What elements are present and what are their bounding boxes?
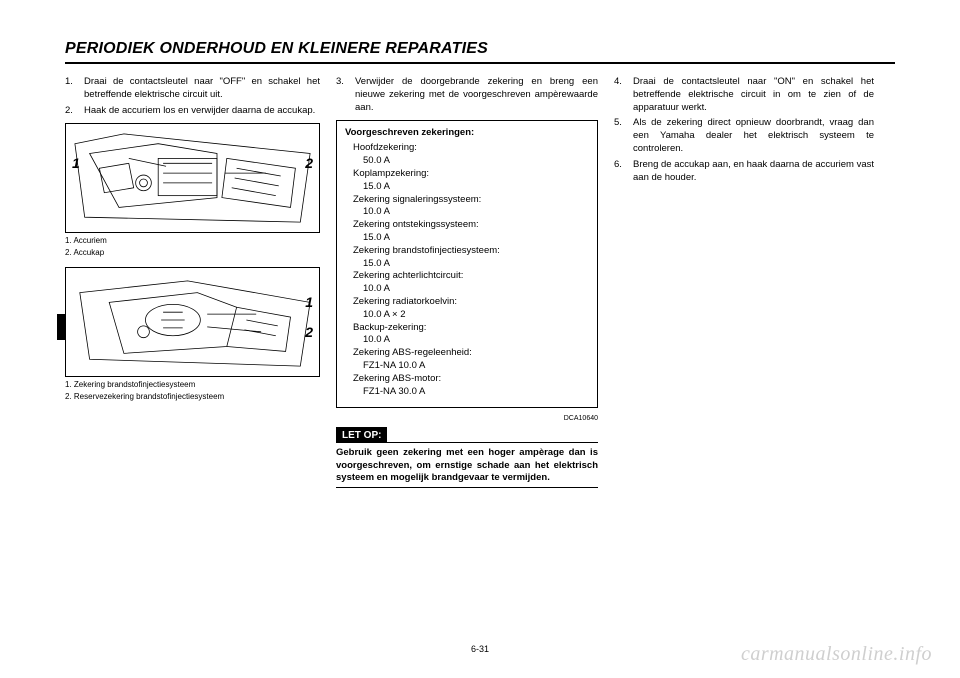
step-text: Breng de accukap aan, en haak daarna de … <box>633 159 874 185</box>
page: PERIODIEK ONDERHOUD EN KLEINERE REPARATI… <box>0 0 960 678</box>
page-header: PERIODIEK ONDERHOUD EN KLEINERE REPARATI… <box>65 40 895 64</box>
column-2: 3. Verwijder de doorgebrande zekering en… <box>336 76 598 488</box>
spec-key: Zekering radiatorkoelvin: <box>353 296 589 309</box>
step-number: 5. <box>614 117 627 155</box>
warning-tag: LET OP: <box>336 427 387 444</box>
spec-key: Zekering brandstofinjectiesysteem: <box>353 245 589 258</box>
spec-value: 15.0 A <box>363 232 589 245</box>
warning-end-rule <box>336 487 598 488</box>
step-text: Haak de accuriem los en verwijder daarna… <box>84 105 320 118</box>
page-title: PERIODIEK ONDERHOUD EN KLEINERE REPARATI… <box>65 40 895 58</box>
step-item: 6. Breng de accukap aan, en haak daarna … <box>614 159 874 185</box>
step-text: Draai de contactsleutel naar "OFF" en sc… <box>84 76 320 102</box>
spec-value: 10.0 A <box>363 334 589 347</box>
step-item: 5. Als de zekering direct opnieuw doorbr… <box>614 117 874 155</box>
figure-2: 1 2 <box>65 267 320 377</box>
spec-value: FZ1-NA 10.0 A <box>363 360 589 373</box>
spec-key: Koplampzekering: <box>353 168 589 181</box>
step-number: 2. <box>65 105 78 118</box>
step-number: 3. <box>336 76 349 114</box>
column-3: 4. Draai de contactsleutel naar "ON" en … <box>614 76 874 488</box>
figure-caption: 2. Reservezekering brandstofinjectiesyst… <box>65 392 320 403</box>
spec-value: 50.0 A <box>363 155 589 168</box>
spec-key: Backup-zekering: <box>353 322 589 335</box>
step-number: 6. <box>614 159 627 185</box>
diagram-icon <box>70 272 315 372</box>
column-1: 1. Draai de contactsleutel naar "OFF" en… <box>65 76 320 488</box>
step-item: 3. Verwijder de doorgebrande zekering en… <box>336 76 598 114</box>
step-item: 4. Draai de contactsleutel naar "ON" en … <box>614 76 874 114</box>
step-number: 4. <box>614 76 627 114</box>
spec-key: Zekering achterlichtcircuit: <box>353 270 589 283</box>
spec-key: Hoofdzekering: <box>353 142 589 155</box>
spec-value: FZ1-NA 30.0 A <box>363 386 589 399</box>
step-text: Draai de contactsleutel naar "ON" en sch… <box>633 76 874 114</box>
spec-key: Zekering ABS-regeleenheid: <box>353 347 589 360</box>
spec-value: 10.0 A <box>363 283 589 296</box>
step-text: Verwijder de doorgebrande zekering en br… <box>355 76 598 114</box>
warning-text: Gebruik geen zekering met een hoger ampè… <box>336 447 598 484</box>
spec-value: 10.0 A × 2 <box>363 309 589 322</box>
watermark: carmanualsonline.info <box>741 643 932 666</box>
spec-value: 15.0 A <box>363 258 589 271</box>
warning-rule <box>387 442 598 443</box>
step-item: 2. Haak de accuriem los en verwijder daa… <box>65 105 320 118</box>
spec-key: Zekering ABS-motor: <box>353 373 589 386</box>
figure-callout: 1 <box>305 293 313 312</box>
step-item: 1. Draai de contactsleutel naar "OFF" en… <box>65 76 320 102</box>
spec-value: 15.0 A <box>363 181 589 194</box>
figure-caption: 1. Zekering brandstofinjectiesysteem <box>65 380 320 391</box>
figure-callout: 2 <box>305 154 313 173</box>
step-text: Als de zekering direct opnieuw doorbrand… <box>633 117 874 155</box>
spec-value: 10.0 A <box>363 206 589 219</box>
figure-1: 1 2 <box>65 123 320 233</box>
spec-key: Zekering signaleringssysteem: <box>353 194 589 207</box>
figure-caption: 2. Accukap <box>65 248 320 259</box>
spec-key: Zekering ontstekingssysteem: <box>353 219 589 232</box>
reference-code: DCA10640 <box>336 414 598 423</box>
warning-header: LET OP: <box>336 427 598 444</box>
spec-title: Voorgeschreven zekeringen: <box>345 127 589 140</box>
spec-box: Voorgeschreven zekeringen: Hoofdzekering… <box>336 120 598 407</box>
step-number: 1. <box>65 76 78 102</box>
figure-callout: 1 <box>72 154 80 173</box>
content-columns: 1. Draai de contactsleutel naar "OFF" en… <box>65 76 895 488</box>
figure-caption: 1. Accuriem <box>65 236 320 247</box>
figure-callout: 2 <box>305 323 313 342</box>
diagram-icon <box>70 128 315 228</box>
